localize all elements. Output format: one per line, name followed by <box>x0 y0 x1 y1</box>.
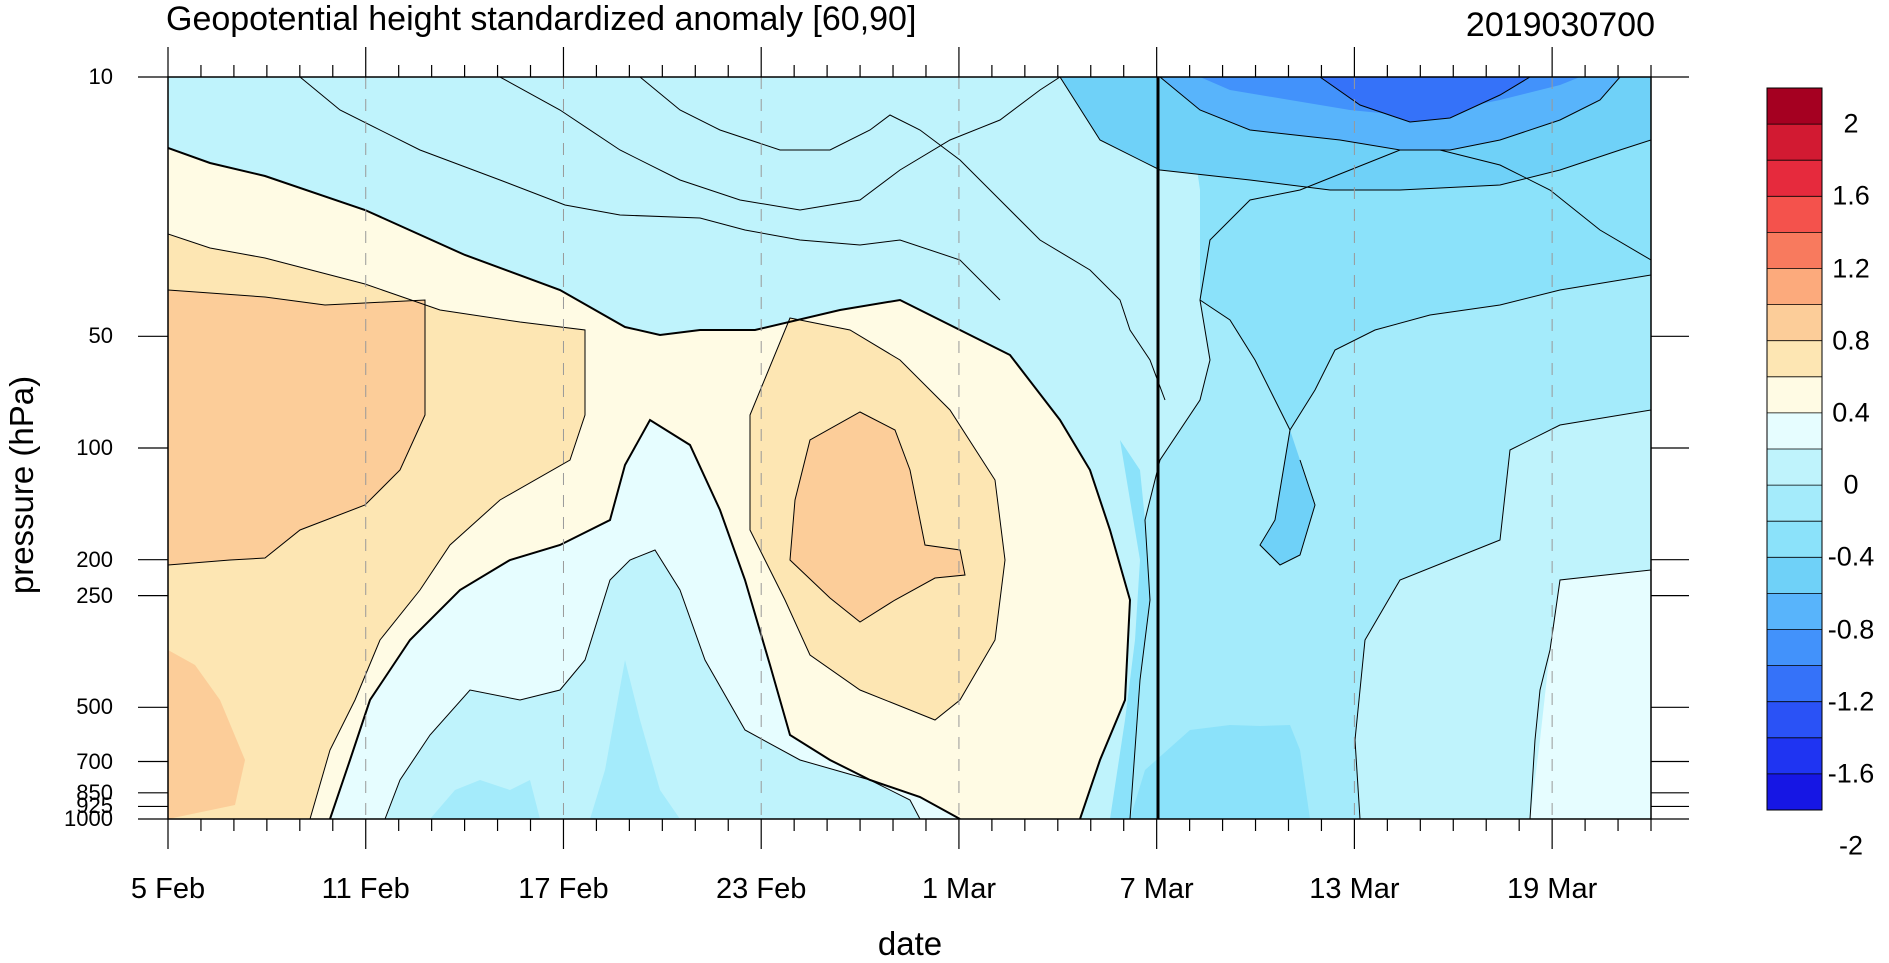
chart-title: Geopotential height standardized anomaly… <box>166 0 917 38</box>
contour-fill-17 <box>1110 440 1150 819</box>
x-tick-label: 1 Mar <box>921 873 996 905</box>
colorbar-label: -1.6 <box>1827 758 1875 789</box>
contour-fill-10 <box>1355 410 1651 819</box>
colorbar-swatch <box>1767 629 1822 667</box>
x-tick-label: 11 Feb <box>321 873 410 905</box>
colorbar-swatch <box>1767 485 1822 522</box>
x-axis-label: date <box>877 925 943 962</box>
contour-fill-5 <box>790 412 965 622</box>
contour-line-o <box>299 77 1001 301</box>
contour-line-i <box>1129 149 1651 819</box>
colorbar-label: 0.8 <box>1832 325 1870 356</box>
colorbar-swatch <box>1767 737 1822 775</box>
colorbar-swatch <box>1767 124 1822 161</box>
colorbar-label: 1.6 <box>1832 180 1870 211</box>
date-gridlines <box>365 77 1553 819</box>
y-tick-label: 250 <box>76 582 113 608</box>
contour-line-a <box>168 233 586 819</box>
colorbar-swatch <box>1767 449 1822 486</box>
contour-fill-19 <box>1130 725 1310 819</box>
y-tick-label: 200 <box>76 546 113 572</box>
contour-lines <box>168 77 1651 819</box>
contour-fill-2 <box>168 290 425 565</box>
colorbar-swatch <box>1767 196 1822 233</box>
contour-line-e <box>329 418 961 819</box>
colorbar-label: -2 <box>1838 830 1864 861</box>
contour-line-g <box>1529 569 1651 819</box>
x-tick-label: 5 Feb <box>130 873 206 905</box>
contour-fill-13 <box>1060 77 1651 565</box>
colorbar-label: 0.4 <box>1832 397 1870 428</box>
contour-line-j <box>1199 274 1651 432</box>
contour-line-c <box>749 317 1006 721</box>
colorbar <box>1766 87 1823 811</box>
contour-line-p <box>499 77 1061 211</box>
y-tick-label: 925 <box>76 793 113 819</box>
x-tick-label: 13 Mar <box>1309 873 1400 905</box>
colorbar-swatch <box>1767 701 1822 739</box>
y-tick-label: 1000 <box>64 806 113 831</box>
colorbar-swatch <box>1767 773 1822 811</box>
contour-line-l <box>1159 77 1621 151</box>
colorbar-label: -0.8 <box>1827 614 1875 644</box>
x-tick-label: 23 Feb <box>716 873 807 905</box>
colorbar-swatch <box>1767 88 1822 125</box>
contour-fill-8 <box>430 660 680 819</box>
colorbar-swatch <box>1767 593 1822 630</box>
contour-fill-9 <box>1530 570 1651 819</box>
colorbar-swatch <box>1767 160 1822 197</box>
y-axis-label: pressure (hPa) <box>3 375 40 595</box>
run-id: 2019030700 <box>1465 6 1655 44</box>
contour-line-zero <box>168 147 1132 819</box>
colorbar-swatch <box>1767 412 1822 450</box>
x-tick-label: 17 Feb <box>518 873 609 905</box>
y-axis-ticks <box>138 76 1689 820</box>
colorbar-frame <box>1766 87 1823 811</box>
colorbar-label: 2 <box>1843 108 1859 139</box>
colorbar-swatch <box>1767 376 1822 414</box>
colorbar-swatch <box>1767 268 1822 306</box>
contour-line-h <box>1354 409 1651 819</box>
colorbar-label: 0 <box>1843 469 1859 500</box>
colorbar-label: -1.2 <box>1827 686 1875 717</box>
contour-line-k <box>1059 77 1651 191</box>
y-tick-label: 700 <box>76 748 113 774</box>
colorbar-swatch <box>1767 557 1822 594</box>
colorbar-swatch <box>1767 232 1822 269</box>
contour-line-f <box>384 549 921 819</box>
colorbar-swatch <box>1767 521 1822 558</box>
contour-line-d <box>789 411 966 623</box>
y-tick-label: 100 <box>76 435 113 460</box>
contour-line-m <box>1319 77 1531 123</box>
contour-fill-7 <box>385 550 920 819</box>
y-tick-label: 850 <box>76 779 113 805</box>
x-tick-label: 7 Mar <box>1119 873 1194 905</box>
x-axis-ticks <box>167 47 1652 849</box>
contour-line-b <box>168 289 426 566</box>
x-tick-label: 19 Mar <box>1506 873 1598 905</box>
colorbar-swatch <box>1767 340 1822 378</box>
colorbar-label: -0.4 <box>1827 541 1875 572</box>
y-tick-label: 50 <box>88 323 113 349</box>
contour-line-n <box>1259 429 1316 566</box>
colorbar-label: 1.2 <box>1832 253 1870 283</box>
plot-area <box>168 77 1651 819</box>
contour-fill-16 <box>1320 77 1530 122</box>
contour-line-q <box>639 77 1166 401</box>
y-tick-label: 500 <box>76 694 113 720</box>
colorbar-swatch <box>1767 665 1822 703</box>
y-tick-label: 10 <box>88 64 113 89</box>
colorbar-swatch <box>1767 304 1822 342</box>
contour-fill-3 <box>168 650 245 819</box>
